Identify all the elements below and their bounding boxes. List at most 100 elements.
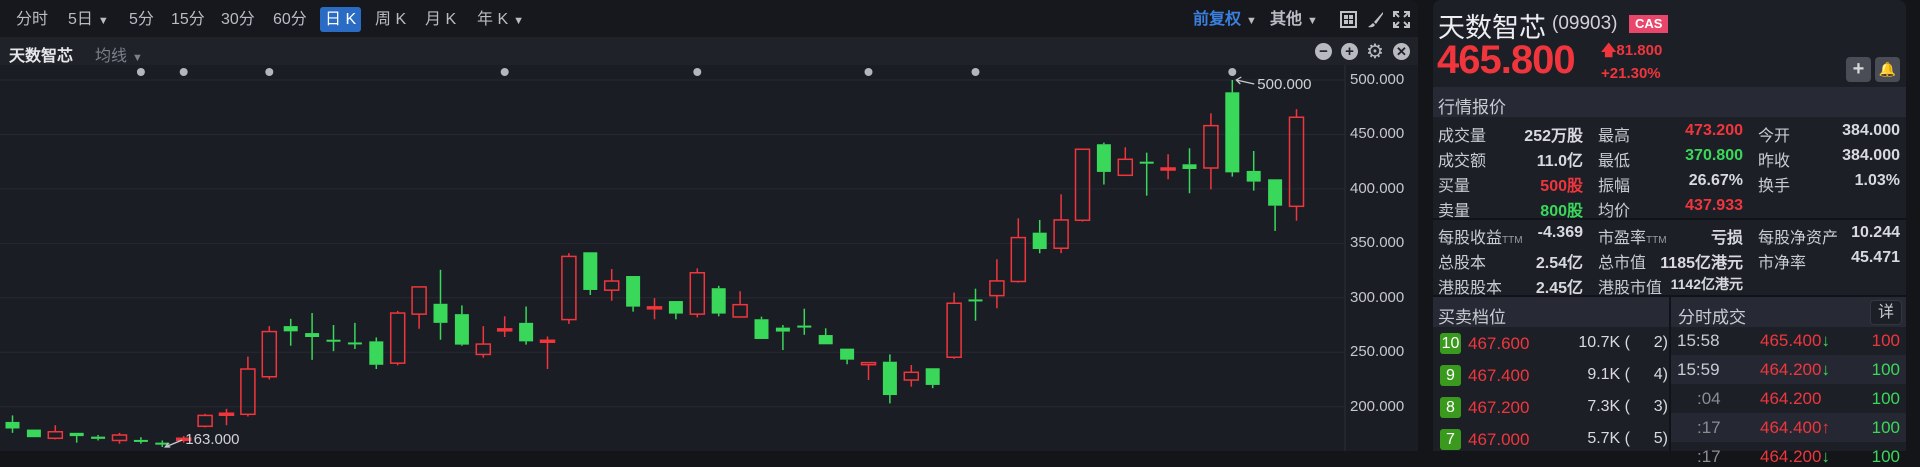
quote-label-text: 总市值 (1598, 255, 1647, 272)
candle-body (155, 442, 170, 445)
quote-label-text: 港股市值 (1598, 280, 1663, 297)
settings-icon[interactable]: ⚙ (1366, 41, 1384, 63)
layout-grid-icon[interactable] (1340, 11, 1357, 28)
detail-button[interactable]: 详 (1870, 300, 1902, 325)
zoom-in-icon[interactable]: + (1341, 43, 1358, 60)
tick-volume: 100 (1871, 360, 1900, 379)
tick-volume: 100 (1871, 331, 1900, 350)
candle-body (561, 255, 577, 321)
tick-volume: 100 (1871, 447, 1900, 466)
candle-body (818, 335, 833, 345)
ttm-suffix: TTM (1502, 235, 1523, 246)
candle-body (1268, 179, 1283, 206)
ma-dropdown[interactable]: 均线 ▼ (95, 42, 143, 66)
tab-yearly-k-label: 年 K (477, 11, 509, 28)
candle-body (283, 326, 298, 332)
tab-yearly-k[interactable]: 年 K ▼ (477, 9, 524, 31)
quote-label: 成交量 (1438, 122, 1486, 146)
y-tick-label: 450.000 (1350, 125, 1405, 143)
candle-body (903, 371, 920, 381)
last-price: 465.800 (1437, 38, 1576, 82)
order-count: 2) (1653, 334, 1668, 351)
tick-price-value: 465.400 (1760, 331, 1822, 350)
price-change-pct: +21.30% (1601, 65, 1661, 82)
order-price[interactable]: 467.600 (1468, 334, 1530, 353)
event-marker (265, 68, 274, 76)
ma-label: 均线 (95, 48, 128, 65)
candle-body (775, 327, 790, 332)
tab-daily-k[interactable]: 日 K (320, 7, 362, 32)
chevron-down-icon: ▼ (132, 52, 143, 64)
y-tick-label: 350.000 (1350, 234, 1405, 252)
adjust-dropdown[interactable]: 前复权 ▼ (1193, 9, 1257, 31)
quote-value: 45.471 (1851, 249, 1900, 266)
candle-body (1203, 124, 1219, 169)
tab-5day[interactable]: 5日 ▼ (68, 9, 109, 31)
candle-body (968, 299, 983, 302)
zoom-out-icon[interactable]: − (1315, 43, 1332, 60)
tick-time: :17 (1697, 447, 1721, 466)
candle-body (347, 342, 362, 345)
quote-label: 最高 (1598, 122, 1630, 146)
tab-intraday[interactable]: 分时 (16, 11, 49, 28)
tick-price: 464.200↓ (1760, 447, 1830, 467)
y-tick-label: 500.000 (1350, 71, 1405, 88)
candle-body (1139, 161, 1154, 164)
tab-30min[interactable]: 30分 (221, 11, 255, 28)
candle-body (754, 319, 769, 339)
divider (1433, 218, 1906, 220)
tick-volume: 100 (1871, 389, 1900, 408)
tab-5min[interactable]: 5分 (129, 11, 154, 28)
order-level-badge: 9 (1440, 365, 1461, 386)
candle-body (1032, 232, 1047, 250)
order-price[interactable]: 467.400 (1468, 366, 1530, 385)
bell-icon[interactable]: 🔔 (1875, 57, 1900, 82)
close-icon[interactable]: ✕ (1393, 43, 1410, 60)
order-price[interactable]: 467.000 (1468, 430, 1530, 449)
tab-60min[interactable]: 60分 (273, 11, 307, 28)
quote-label: 成交额 (1438, 147, 1486, 171)
cas-badge: CAS (1629, 15, 1669, 33)
quote-value: 1185亿港元 (1660, 255, 1743, 272)
quote-value: 2.45亿 (1535, 280, 1583, 297)
quote-label: 总市值 (1598, 249, 1646, 273)
candle-body (626, 276, 641, 307)
quote-label: 港股市值 (1598, 274, 1662, 298)
chevron-down-icon: ▼ (513, 15, 525, 27)
chevron-down-icon: ▼ (97, 15, 109, 27)
candle-body (326, 339, 341, 342)
quote-label-text: 均价 (1598, 203, 1631, 220)
candle-body (1117, 158, 1134, 177)
tab-15min[interactable]: 15分 (171, 11, 205, 28)
candle-body (1074, 148, 1091, 222)
add-watchlist-button[interactable]: + (1846, 57, 1871, 82)
quote-label-text: 昨收 (1758, 153, 1791, 170)
tick-price-value: 464.200 (1760, 360, 1822, 379)
order-price[interactable]: 467.200 (1468, 398, 1530, 417)
section-header (1433, 87, 1906, 117)
quote-value: -4.369 (1537, 224, 1583, 241)
annotation-arrow (1235, 76, 1255, 85)
quote-label-text: 每股净资产 (1758, 230, 1839, 247)
candle-body (111, 434, 128, 442)
tick-price-value: 464.200 (1760, 447, 1822, 466)
tick-price: 464.400↑ (1760, 418, 1830, 438)
candle-body (389, 312, 406, 364)
other-dropdown[interactable]: 其他 ▼ (1270, 9, 1318, 31)
tab-monthly-k[interactable]: 月 K (425, 11, 457, 28)
quote-value: 500股 (1540, 178, 1583, 195)
annotation-arrow (164, 439, 183, 448)
chart-canvas[interactable] (0, 65, 1418, 451)
quote-label-text: 买量 (1438, 178, 1471, 195)
fullscreen-icon[interactable] (1393, 11, 1410, 28)
candlestick-chart[interactable]: 500.000 450.000 400.000 350.000 300.000 250.0… (0, 65, 1418, 451)
quote-label: 换手 (1758, 172, 1790, 196)
brush-icon[interactable] (1367, 11, 1384, 28)
candle-body (411, 286, 427, 315)
quote-label: 今开 (1758, 122, 1790, 146)
candle-body (1225, 92, 1240, 173)
stock-code: (09903) (1552, 13, 1618, 34)
tick-row-bg (1671, 413, 1906, 442)
quote-label-text: 换手 (1758, 178, 1791, 195)
tab-weekly-k[interactable]: 周 K (375, 11, 407, 28)
